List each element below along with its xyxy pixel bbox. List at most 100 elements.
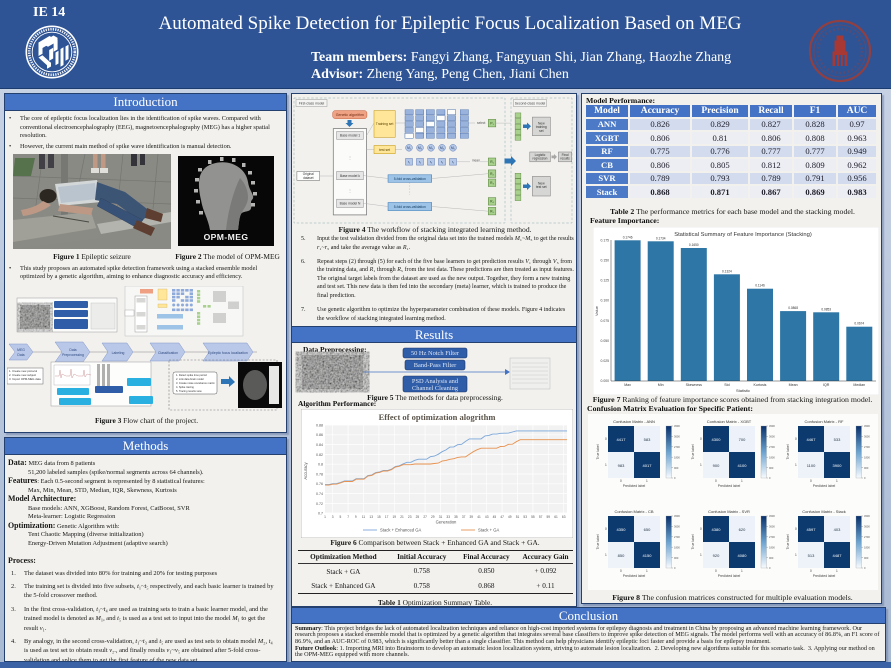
svg-text:0: 0 (810, 569, 812, 573)
svg-text:900: 900 (769, 556, 774, 560)
svg-text:19: 19 (393, 515, 397, 519)
svg-text:Confusion Matrix - XGBT: Confusion Matrix - XGBT (707, 419, 752, 424)
svg-text:983: 983 (618, 463, 625, 468)
svg-text:4487: 4487 (833, 553, 843, 558)
svg-text:Kurtosis: Kurtosis (754, 383, 767, 387)
svg-text:1: 1 (836, 569, 838, 573)
svg-text:0: 0 (715, 479, 717, 483)
svg-text:4500: 4500 (674, 424, 680, 428)
svg-text:3600: 3600 (674, 435, 680, 439)
svg-text:3600: 3600 (769, 435, 775, 439)
svg-text:1: 1 (836, 479, 838, 483)
svg-text:Channel Cleaning: Channel Cleaning (412, 385, 459, 392)
svg-text:R₅: R₅ (490, 209, 494, 213)
svg-text:M₄: M₄ (440, 146, 445, 150)
svg-text:Stack + Enhanced GA: Stack + Enhanced GA (380, 528, 422, 533)
svg-text:53: 53 (523, 515, 527, 519)
svg-text:0.000: 0.000 (601, 379, 610, 383)
svg-text:403: 403 (834, 527, 841, 532)
svg-text:M₅: M₅ (451, 146, 456, 150)
svg-text:0.1746: 0.1746 (623, 235, 633, 239)
svg-text:Final: Final (562, 153, 569, 157)
svg-text:39: 39 (470, 515, 474, 519)
svg-text:Labeling: Labeling (112, 351, 125, 355)
svg-text:1100: 1100 (807, 463, 816, 468)
svg-text:training: training (536, 125, 547, 129)
svg-text:0: 0 (700, 527, 702, 531)
svg-text:Predicted label: Predicted label (813, 484, 836, 488)
svg-text:4150: 4150 (643, 553, 653, 558)
svg-text:M₂: M₂ (418, 146, 423, 150)
svg-text:1: 1 (605, 463, 607, 467)
svg-text:MEG: MEG (17, 348, 25, 352)
svg-text:1: 1 (646, 569, 648, 573)
svg-text:0: 0 (605, 527, 607, 531)
svg-text:700: 700 (739, 437, 746, 442)
svg-text:0.76: 0.76 (316, 482, 323, 486)
svg-text:0: 0 (674, 476, 676, 480)
svg-text:Std: Std (724, 383, 729, 387)
svg-text:1: 1 (700, 463, 702, 467)
svg-text:New: New (538, 122, 545, 126)
svg-text:3600: 3600 (864, 525, 870, 529)
svg-text:regression: regression (533, 156, 548, 160)
svg-text:4080: 4080 (738, 553, 748, 558)
svg-text:Epileptic focus localization: Epileptic focus localization (208, 351, 248, 355)
svg-text:1: 1 (605, 553, 607, 557)
svg-text:2. Link data brain model: 2. Link data brain model (176, 377, 204, 381)
svg-text:2700: 2700 (864, 535, 870, 539)
svg-text:583: 583 (644, 437, 651, 442)
svg-text:Skewness: Skewness (686, 383, 703, 387)
svg-text:33: 33 (446, 515, 450, 519)
svg-text:2700: 2700 (769, 535, 775, 539)
svg-text:0: 0 (795, 437, 797, 441)
svg-text:Confusion Matrix - ANN: Confusion Matrix - ANN (613, 419, 655, 424)
svg-text:True label: True label (691, 534, 695, 549)
svg-text:4100: 4100 (738, 463, 748, 468)
svg-text:0: 0 (810, 479, 812, 483)
svg-text:7: 7 (347, 515, 349, 519)
svg-text:4417: 4417 (617, 437, 627, 442)
svg-text:3. Create noise covariance mat: 3. Create noise covariance matrix (176, 381, 215, 385)
svg-text:1800: 1800 (769, 545, 775, 549)
svg-text:3600: 3600 (864, 435, 870, 439)
svg-text:1: 1 (700, 553, 702, 557)
svg-text:0: 0 (795, 527, 797, 531)
svg-text:0: 0 (864, 566, 866, 570)
svg-text:r₄: r₄ (441, 160, 444, 164)
svg-text:3. Import OPM-MEG data: 3. Import OPM-MEG data (9, 377, 41, 381)
svg-text:True label: True label (786, 534, 790, 549)
svg-text:4300: 4300 (712, 437, 722, 442)
svg-text:0: 0 (769, 566, 771, 570)
svg-text:23: 23 (408, 515, 412, 519)
svg-text:Band-Pass Filter: Band-Pass Filter (414, 362, 457, 369)
svg-text:0: 0 (700, 437, 702, 441)
svg-text:2700: 2700 (769, 445, 775, 449)
svg-text:5-fold cross-validation: 5-fold cross-validation (394, 205, 426, 209)
svg-text:0: 0 (620, 479, 622, 483)
svg-text:2700: 2700 (864, 445, 870, 449)
svg-text:0.78: 0.78 (316, 472, 323, 476)
svg-text:0.7: 0.7 (318, 511, 323, 515)
svg-text:1: 1 (795, 463, 797, 467)
svg-text:dataset: dataset (303, 176, 314, 180)
svg-text:900: 900 (674, 466, 679, 470)
svg-text:⋮: ⋮ (348, 188, 352, 193)
svg-text:513: 513 (808, 553, 815, 558)
svg-text:Predicted label: Predicted label (623, 484, 646, 488)
svg-text:57: 57 (539, 515, 543, 519)
svg-text:0.1146: 0.1146 (755, 284, 765, 288)
svg-text:4467: 4467 (807, 437, 817, 442)
svg-text:PSD Analysis and: PSD Analysis and (412, 378, 459, 385)
svg-text:Stack + GA: Stack + GA (478, 528, 500, 533)
svg-text:P₁: P₁ (490, 122, 494, 126)
svg-text:Base model N: Base model N (340, 202, 361, 206)
svg-text:0.075: 0.075 (601, 319, 610, 323)
svg-text:900: 900 (769, 466, 774, 470)
svg-text:9: 9 (355, 515, 357, 519)
svg-text:5. Tracing results view: 5. Tracing results view (176, 389, 202, 393)
svg-text:True label: True label (691, 444, 695, 459)
svg-text:61: 61 (554, 515, 558, 519)
svg-text:900: 900 (864, 466, 869, 470)
svg-text:Base model k: Base model k (340, 174, 360, 178)
